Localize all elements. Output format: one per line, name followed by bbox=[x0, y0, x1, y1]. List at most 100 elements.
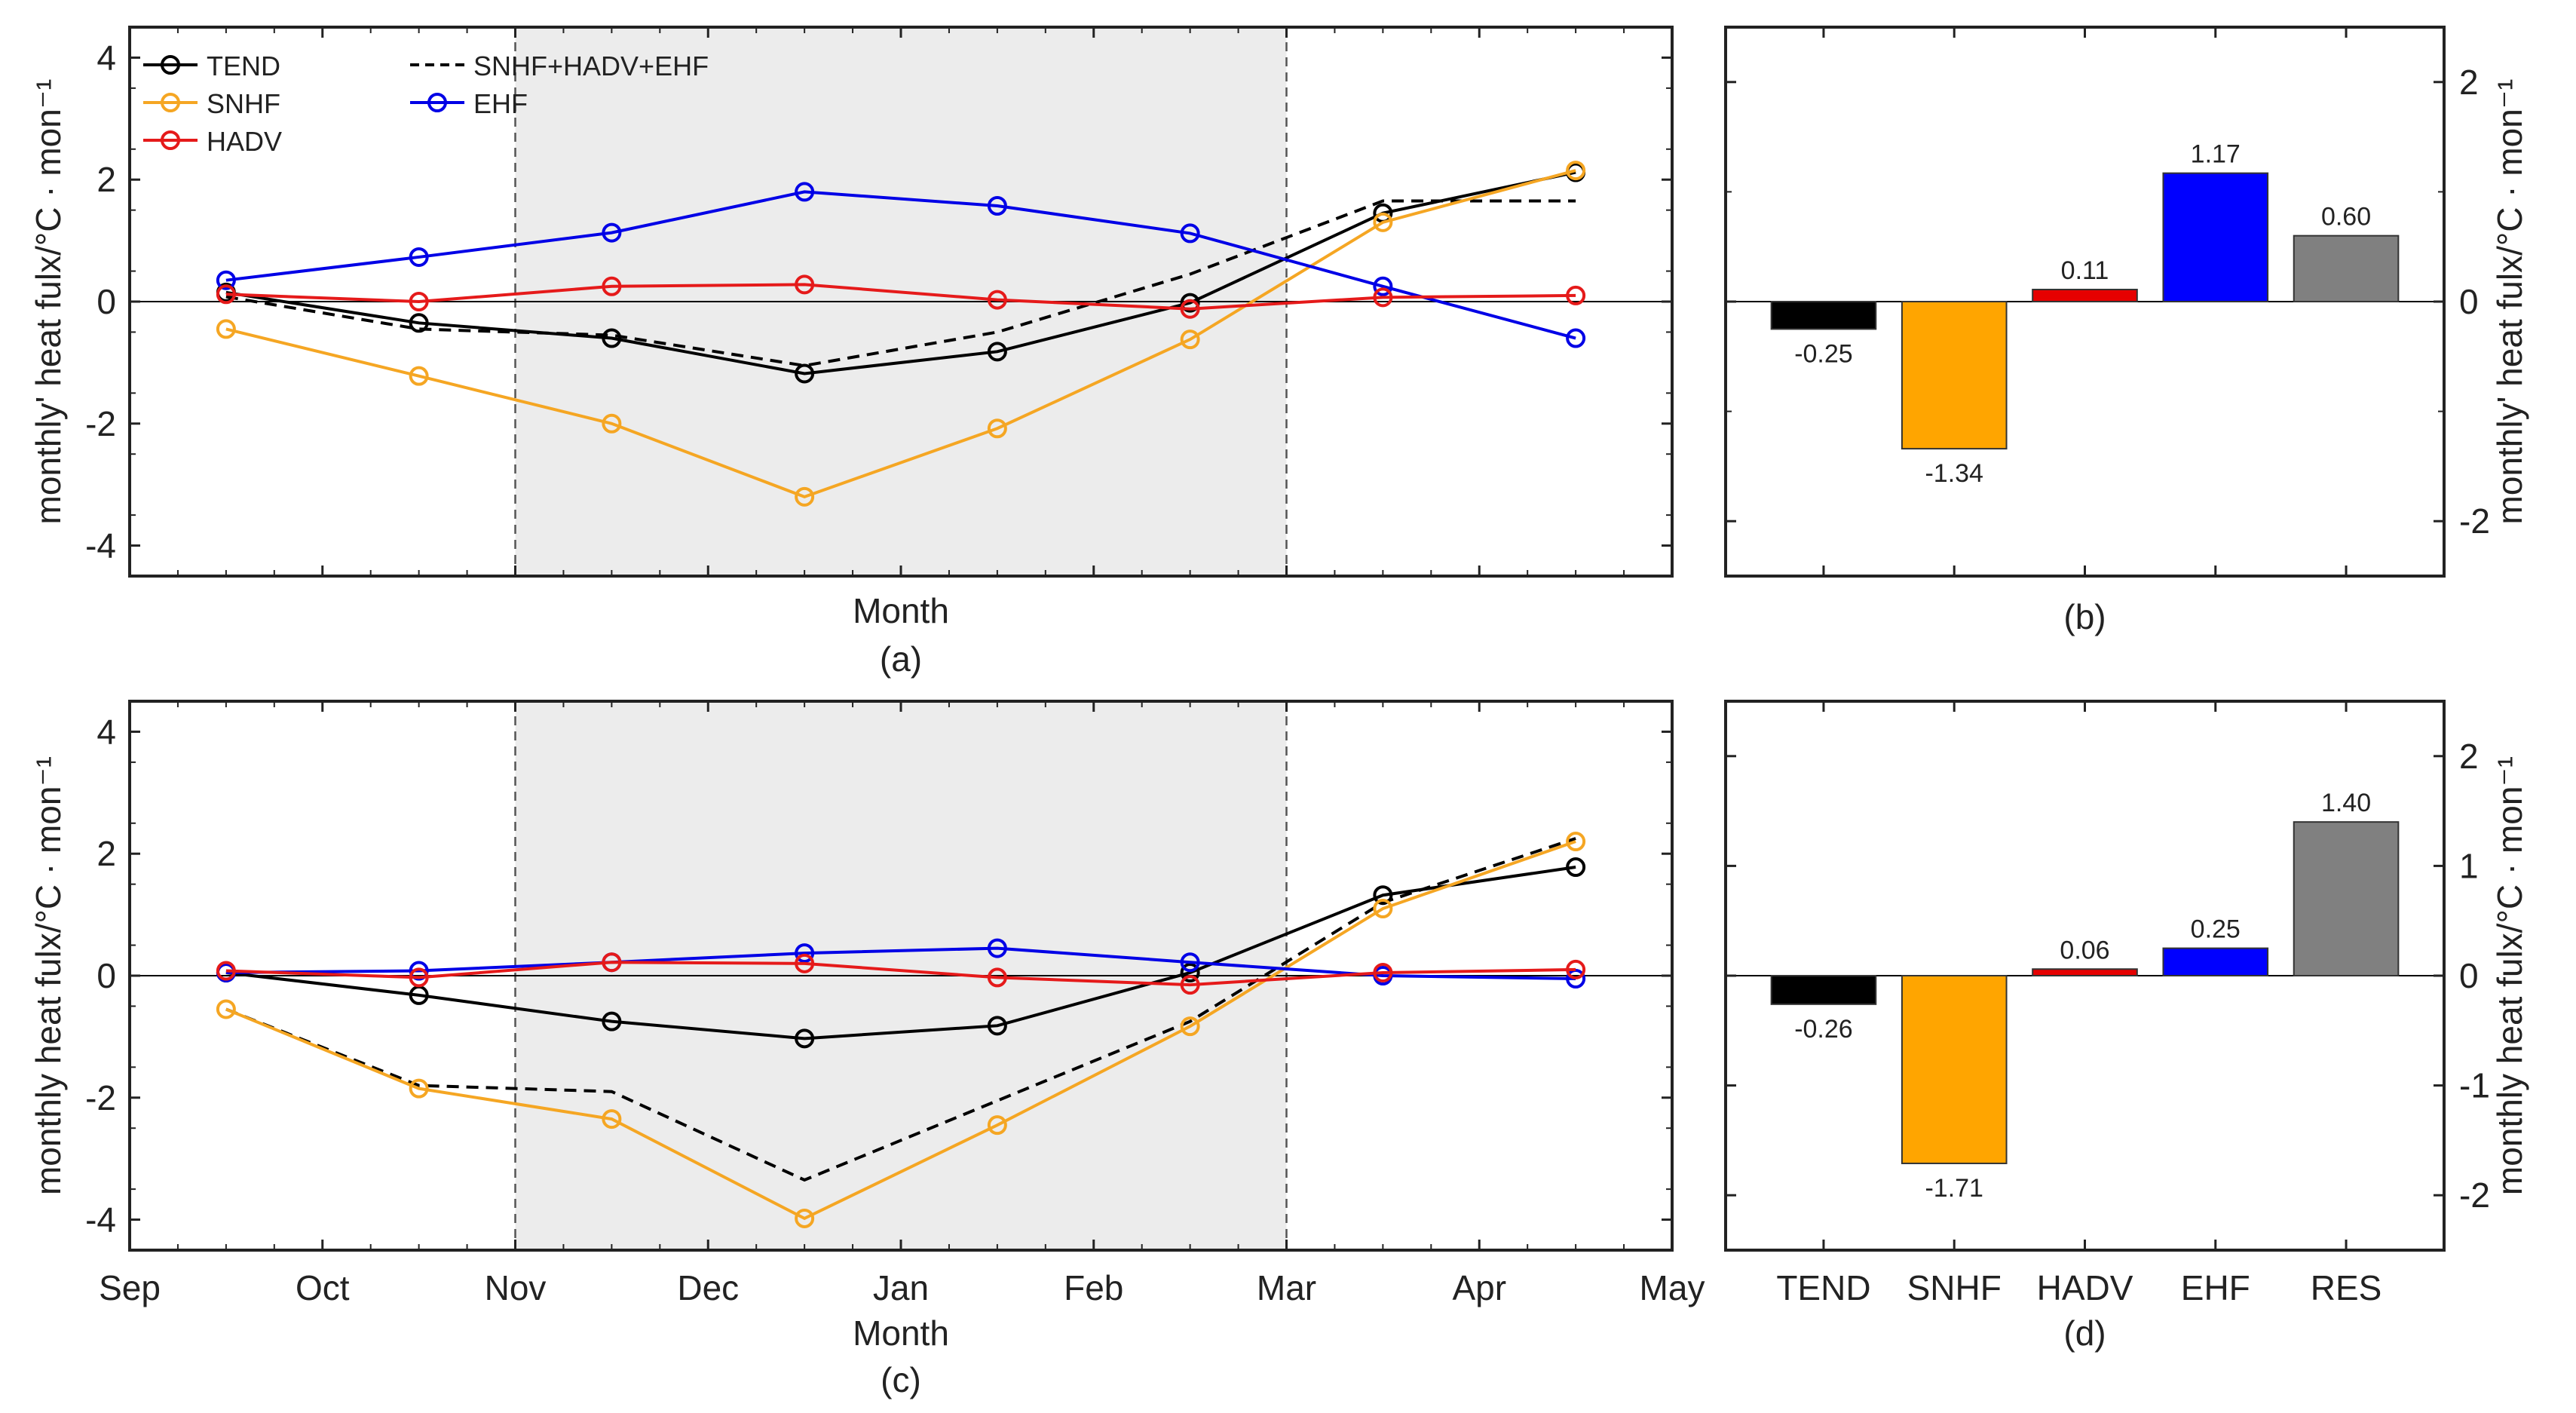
data-point-snhf bbox=[409, 366, 429, 386]
data-point-tend bbox=[987, 342, 1007, 362]
data-point-tend bbox=[1180, 962, 1200, 982]
x-axis-label: Month bbox=[853, 1313, 949, 1353]
panel-label: (a) bbox=[880, 639, 922, 679]
y-tick-label: 0 bbox=[96, 282, 116, 321]
data-point-ehf bbox=[602, 222, 622, 243]
data-point-snhf bbox=[795, 486, 815, 507]
data-point-hadv bbox=[1566, 285, 1586, 305]
series-line-snhf bbox=[225, 840, 1576, 1221]
x-tick-label: SNHF bbox=[1907, 1268, 2002, 1307]
series-hadv bbox=[216, 274, 1586, 319]
data-point-hadv bbox=[1180, 299, 1200, 319]
legend-label-snhf: SNHF bbox=[207, 88, 280, 119]
data-point-snhf bbox=[1373, 212, 1393, 232]
data-point-snhf bbox=[1373, 899, 1393, 919]
data-point-hadv bbox=[1566, 959, 1586, 979]
x-tick-label: May bbox=[1640, 1268, 1705, 1307]
data-point-ehf bbox=[987, 196, 1007, 216]
y-tick-label: 0 bbox=[96, 956, 116, 995]
series-line-snhf-hadv-ehf bbox=[225, 199, 1576, 367]
data-point-tend bbox=[409, 313, 429, 333]
data-point-hadv bbox=[795, 953, 815, 973]
data-point-hadv bbox=[987, 967, 1007, 988]
x-tick-label: RES bbox=[2311, 1268, 2382, 1307]
series-snhf-hadv-ehf bbox=[225, 199, 1576, 367]
data-point-ehf bbox=[409, 247, 429, 267]
legend-marker-tend bbox=[161, 55, 180, 75]
y-axis-label: monthly heat fulx/°C · mon⁻¹ bbox=[29, 756, 68, 1195]
data-point-ehf bbox=[795, 182, 815, 202]
legend-label-ehf: EHF bbox=[473, 88, 528, 119]
data-point-hadv bbox=[1373, 287, 1393, 308]
panel-b: -0.25 -1.34 0.11 1.17 0.60 -2 0 2 (b) monthly' he… bbox=[1724, 26, 2529, 636]
x-tick-label: HADV bbox=[2037, 1268, 2133, 1307]
y-tick-label: -2 bbox=[2459, 1175, 2490, 1215]
bar-value-label: 1.17 bbox=[2191, 140, 2241, 169]
y-tick-label: 2 bbox=[2459, 63, 2479, 102]
data-point-snhf bbox=[216, 319, 236, 339]
bar-value-label: 0.11 bbox=[2061, 256, 2109, 285]
bar-value-label: 0.25 bbox=[2191, 915, 2241, 944]
x-tick-label: TEND bbox=[1776, 1268, 1870, 1307]
bar-res bbox=[2293, 234, 2400, 303]
bar-tend bbox=[1770, 975, 1877, 1005]
legend-label-hadv: HADV bbox=[207, 126, 282, 157]
bar-tend bbox=[1770, 301, 1877, 330]
data-point-hadv bbox=[216, 961, 236, 981]
x-tick-label: Mar bbox=[1257, 1268, 1316, 1307]
x-tick-label: Nov bbox=[485, 1268, 547, 1307]
y-tick-label: 2 bbox=[96, 834, 116, 873]
bar-ehf bbox=[2162, 172, 2269, 302]
x-tick-label: Feb bbox=[1064, 1268, 1123, 1307]
x-tick-label: EHF bbox=[2181, 1268, 2250, 1307]
series-snhf bbox=[216, 832, 1586, 1228]
y-tick-label: 0 bbox=[2459, 956, 2479, 995]
y-tick-label: -2 bbox=[2459, 501, 2490, 541]
y-tick-label: 2 bbox=[96, 160, 116, 199]
data-point-hadv bbox=[1373, 962, 1393, 982]
data-point-hadv bbox=[409, 292, 429, 311]
data-point-hadv bbox=[216, 284, 236, 305]
y-tick-label: 0 bbox=[2459, 282, 2479, 321]
bar-value-label: 1.40 bbox=[2321, 789, 2371, 817]
bar-res bbox=[2293, 821, 2400, 977]
bar-value-label: -1.71 bbox=[1925, 1174, 1983, 1203]
data-point-hadv bbox=[987, 290, 1007, 310]
series-line-tend bbox=[225, 866, 1576, 1041]
data-point-snhf bbox=[216, 999, 236, 1019]
y-tick-label: -2 bbox=[85, 404, 116, 443]
data-point-snhf bbox=[1180, 329, 1200, 350]
legend-marker-ehf bbox=[427, 93, 447, 112]
y-tick-label: -2 bbox=[85, 1078, 116, 1117]
bar-snhf bbox=[1901, 301, 2008, 450]
y-tick-label: 2 bbox=[2459, 737, 2479, 776]
bar-ehf bbox=[2162, 947, 2269, 976]
y-tick-label: 4 bbox=[96, 712, 116, 751]
x-tick-label: Jan bbox=[873, 1268, 929, 1307]
y-tick-label: -1 bbox=[2459, 1066, 2490, 1105]
series-ehf bbox=[216, 182, 1586, 348]
data-point-ehf bbox=[1180, 952, 1200, 973]
y-tick-label: -4 bbox=[85, 526, 116, 566]
bar-value-label: -0.26 bbox=[1794, 1015, 1853, 1044]
legend-label-snhf-hadv-ehf: SNHF+HADV+EHF bbox=[473, 51, 709, 81]
data-point-tend bbox=[602, 1011, 622, 1031]
data-point-snhf bbox=[795, 1208, 815, 1228]
series-line-ehf bbox=[225, 190, 1576, 340]
panel-c: -4 -2 0 2 4 Sep Oct Nov Dec Jan Feb Mar Apr May Month (… bbox=[29, 700, 1705, 1399]
panel-label: (c) bbox=[881, 1360, 921, 1399]
series-snhf-hadv-ehf bbox=[225, 837, 1576, 1182]
x-tick-label: Sep bbox=[99, 1268, 161, 1307]
bar-hadv bbox=[2032, 968, 2138, 977]
y-axis-label: monthly heat fulx/°C · mon⁻¹ bbox=[2490, 756, 2529, 1195]
data-point-hadv bbox=[1180, 975, 1200, 995]
data-point-tend bbox=[1566, 857, 1586, 878]
y-tick-label: -4 bbox=[85, 1200, 116, 1240]
bar-snhf bbox=[1901, 975, 2008, 1164]
series-hadv bbox=[216, 952, 1586, 995]
panel-label: (b) bbox=[2063, 597, 2106, 636]
x-tick-label: Apr bbox=[1452, 1268, 1506, 1307]
bar-value-label: -1.34 bbox=[1925, 459, 1983, 488]
data-point-tend bbox=[602, 328, 622, 348]
